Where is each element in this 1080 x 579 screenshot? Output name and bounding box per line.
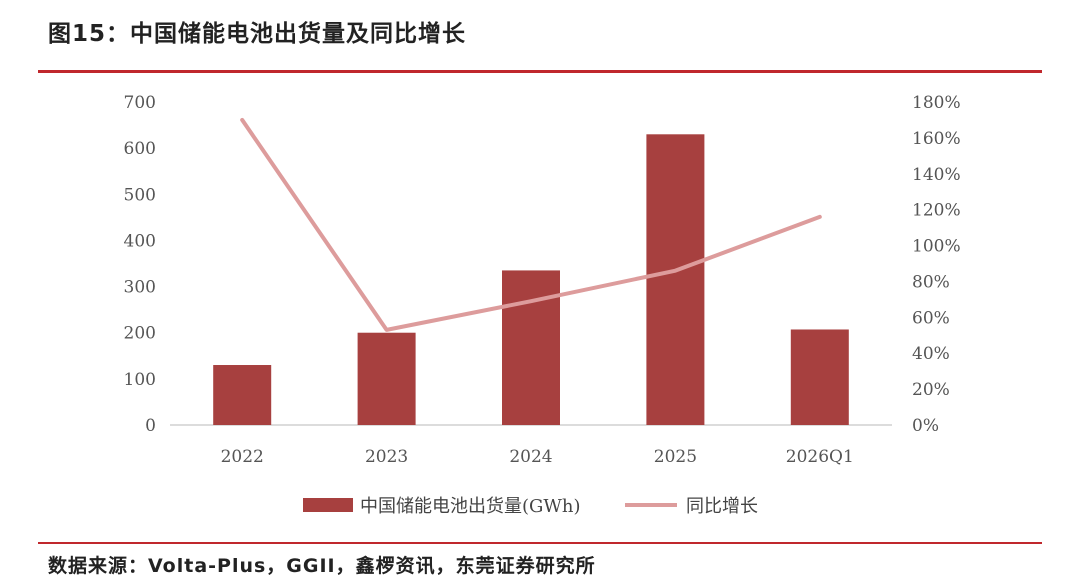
bar xyxy=(646,134,705,426)
left-tick-label: 400 xyxy=(124,231,156,251)
chart-canvas: 0 100 200 300 400 500 600 700 0% 20% 40% 60% 80% 100… xyxy=(124,93,961,517)
legend-bar-label: 中国储能电池出货量(GWh) xyxy=(360,496,581,517)
top-divider xyxy=(38,70,1042,73)
right-tick-label: 40% xyxy=(912,344,950,364)
left-tick-label: 600 xyxy=(124,139,156,159)
left-tick-label: 700 xyxy=(124,93,156,113)
legend-bar-swatch xyxy=(303,498,353,512)
right-tick-label: 140% xyxy=(912,165,961,185)
left-tick-label: 200 xyxy=(124,324,156,344)
right-tick-label: 60% xyxy=(912,308,950,328)
x-tick-label: 2026Q1 xyxy=(786,447,854,467)
right-tick-label: 80% xyxy=(912,272,950,292)
left-tick-label: 500 xyxy=(124,185,156,205)
chart-title: 图15：中国储能电池出货量及同比增长 xyxy=(48,21,467,47)
x-tick-label: 2024 xyxy=(509,447,552,467)
x-tick-label: 2025 xyxy=(654,447,697,467)
bar xyxy=(790,329,849,425)
right-tick-label: 20% xyxy=(912,380,950,400)
x-tick-label: 2022 xyxy=(221,447,264,467)
legend-line-label: 同比增长 xyxy=(686,496,758,517)
left-tick-label: 0 xyxy=(145,416,156,436)
right-axis-ticks: 0% 20% 40% 60% 80% 100% 120% 140% 160% 180% xyxy=(912,93,961,436)
legend: 中国储能电池出货量(GWh) 同比增长 xyxy=(303,496,758,517)
right-tick-label: 160% xyxy=(912,129,961,149)
right-tick-label: 180% xyxy=(912,93,961,113)
right-tick-label: 100% xyxy=(912,237,961,257)
bottom-divider xyxy=(38,542,1042,544)
x-tick-label: 2023 xyxy=(365,447,408,467)
right-tick-label: 0% xyxy=(912,416,939,436)
left-axis-ticks: 0 100 200 300 400 500 600 700 xyxy=(124,93,156,436)
bar-series xyxy=(213,134,849,426)
left-tick-label: 300 xyxy=(124,278,156,298)
bar xyxy=(357,332,416,425)
bar xyxy=(502,270,560,425)
x-axis-ticks: 2022 2023 2024 2025 2026Q1 xyxy=(221,447,854,467)
source-note: 数据来源：Volta-Plus，GGII，鑫椤资讯，东莞证券研究所 xyxy=(48,555,596,577)
bar xyxy=(213,365,272,425)
growth-line xyxy=(240,117,822,332)
left-tick-label: 100 xyxy=(124,370,156,390)
line-series xyxy=(240,117,822,332)
right-tick-label: 120% xyxy=(912,201,961,221)
